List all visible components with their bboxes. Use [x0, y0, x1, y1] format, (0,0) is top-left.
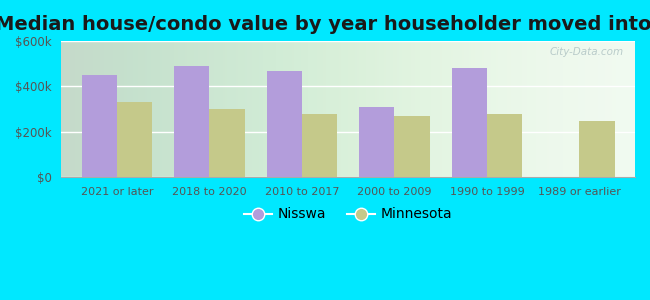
- Bar: [580, 121, 615, 177]
- Bar: [174, 66, 209, 177]
- Bar: [209, 109, 244, 177]
- Bar: [117, 102, 152, 177]
- Bar: [359, 107, 395, 177]
- Title: Median house/condo value by year householder moved into unit: Median house/condo value by year househo…: [0, 15, 650, 34]
- Bar: [452, 68, 487, 177]
- Bar: [302, 113, 337, 177]
- Text: City-Data.com: City-Data.com: [549, 46, 623, 56]
- Legend: Nisswa, Minnesota: Nisswa, Minnesota: [239, 202, 458, 227]
- Bar: [395, 116, 430, 177]
- Bar: [82, 75, 117, 177]
- Bar: [487, 114, 522, 177]
- Bar: [266, 70, 302, 177]
